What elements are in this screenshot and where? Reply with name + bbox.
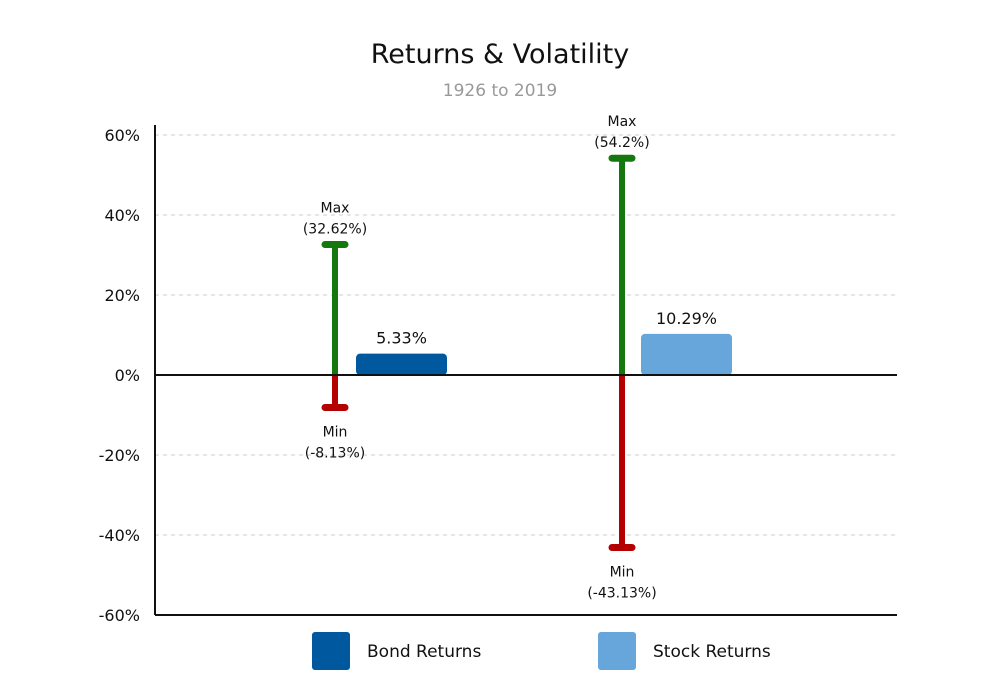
max-value-label: (32.62%) (303, 222, 367, 238)
legend-label: Bond Returns (367, 642, 481, 662)
y-tick-label: 40% (104, 206, 140, 225)
bar-0 (356, 353, 447, 375)
y-tick-label: 60% (104, 126, 140, 145)
y-tick-label: -60% (99, 606, 140, 625)
min-value-label: (-8.13%) (305, 446, 365, 462)
y-tick-label: 0% (115, 366, 140, 385)
bar-value-label: 10.29% (656, 309, 717, 328)
y-tick-label: -40% (99, 526, 140, 545)
legend-swatch (598, 632, 636, 670)
chart-title: Returns & Volatility (371, 39, 629, 70)
legend-label: Stock Returns (653, 642, 771, 662)
bar-value-label: 5.33% (376, 329, 427, 348)
chart-subtitle: 1926 to 2019 (443, 81, 557, 101)
min-value-label: (-43.13%) (587, 586, 656, 602)
max-label: Max (321, 201, 350, 217)
bar-1 (641, 333, 732, 375)
min-label: Min (610, 565, 635, 581)
max-label: Max (608, 114, 637, 130)
min-label: Min (323, 425, 348, 441)
y-tick-label: 20% (104, 286, 140, 305)
legend-swatch (312, 632, 350, 670)
max-value-label: (54.2%) (594, 135, 649, 151)
y-tick-label: -20% (99, 446, 140, 465)
